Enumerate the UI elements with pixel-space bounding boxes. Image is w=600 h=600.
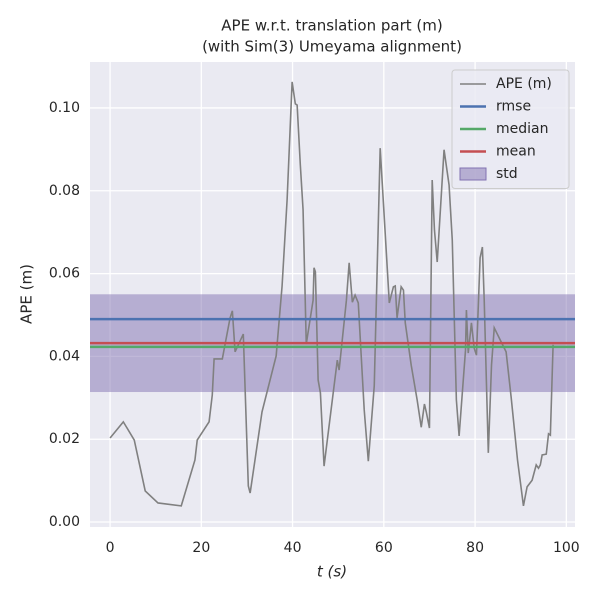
y-tick-label: 0.04 xyxy=(49,348,80,364)
x-tick-label: 60 xyxy=(375,540,393,556)
y-tick-label: 0.06 xyxy=(49,266,80,282)
x-tick-label: 20 xyxy=(192,540,210,556)
legend-swatch xyxy=(459,167,487,181)
chart-title: APE w.r.t. translation part (m) xyxy=(221,17,442,35)
legend-label: mean xyxy=(496,144,536,160)
y-tick-label: 0.00 xyxy=(49,514,80,530)
x-tick-label: 100 xyxy=(553,540,580,556)
y-tick-label: 0.02 xyxy=(49,431,80,447)
chart-subtitle: (with Sim(3) Umeyama alignment) xyxy=(202,38,462,56)
x-tick-label: 40 xyxy=(284,540,302,556)
x-axis-label: t (s) xyxy=(317,563,347,581)
legend-box xyxy=(451,69,570,189)
legend-label: APE (m) xyxy=(496,76,552,92)
legend-label: std xyxy=(496,166,518,182)
y-tick-label: 0.10 xyxy=(49,100,80,116)
y-axis-label: APE (m) xyxy=(18,264,36,324)
legend-label: median xyxy=(496,121,548,137)
y-tick-label: 0.08 xyxy=(49,183,80,199)
x-tick-label: 0 xyxy=(106,540,115,556)
x-tick-label: 80 xyxy=(466,540,484,556)
legend-label: rmse xyxy=(496,99,531,115)
